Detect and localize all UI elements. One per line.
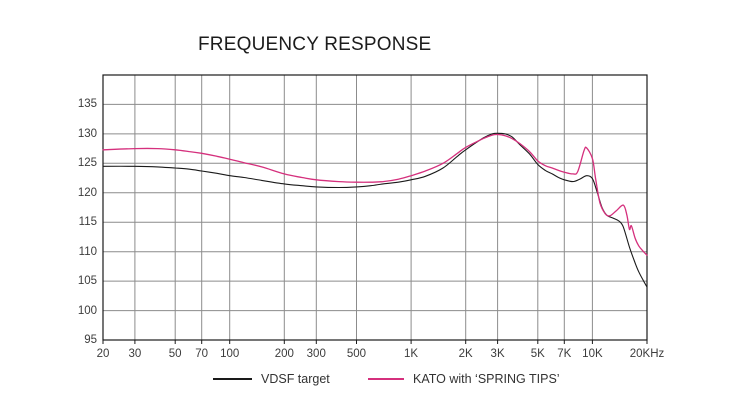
y-axis-tick-label: 105 <box>77 275 97 288</box>
plot-border <box>102 74 648 341</box>
x-axis-tick-label: 50 <box>168 348 182 360</box>
legend: VDSF target KATO with ‘SPRING TIPS’ <box>0 370 750 388</box>
x-axis-tick-label: 5K <box>530 348 545 360</box>
x-axis-tick-label: 1K <box>404 348 419 360</box>
y-axis-tick-label: 125 <box>77 157 97 170</box>
legend-item-vdsf-target: VDSF target <box>213 370 330 388</box>
x-axis-tick-label: 300 <box>306 348 326 360</box>
y-axis-tick-label: 110 <box>78 245 97 258</box>
y-axis-tick-label: 95 <box>84 334 97 346</box>
chart-title: FREQUENCY RESPONSE <box>198 34 432 55</box>
x-axis-tick-label: 100 <box>220 348 240 360</box>
x-axis-tick-label: 7K <box>557 348 572 360</box>
x-axis-tick-label: 70 <box>195 348 209 360</box>
y-axis-tick-label: 120 <box>77 186 97 199</box>
y-axis-tick-label: 135 <box>77 98 97 111</box>
series-line-kato-with-spring-tips <box>102 133 648 256</box>
series-line-vdsf-target <box>102 132 648 288</box>
x-axis-tick-label: 2K <box>458 348 473 360</box>
y-axis-tick-label: 100 <box>77 304 97 317</box>
legend-label-kato-spring-tips: KATO with ‘SPRING TIPS’ <box>413 372 560 386</box>
x-axis-tick-label: 10K <box>582 348 603 360</box>
x-axis-tick-label: 20 <box>96 348 110 360</box>
y-axis-tick-label: 115 <box>78 216 97 229</box>
x-axis-tick-label: 3K <box>490 348 505 360</box>
y-axis-tick-label: 130 <box>77 127 97 140</box>
legend-label-vdsf-target: VDSF target <box>261 372 330 386</box>
kato-line-swatch <box>368 378 404 380</box>
x-axis-tick-label: 500 <box>346 348 367 360</box>
legend-item-kato-spring-tips: KATO with ‘SPRING TIPS’ <box>368 370 560 388</box>
vdsf-target-line-swatch <box>213 378 252 380</box>
x-axis-tick-label: 20KHz <box>629 348 665 360</box>
x-axis-tick-label: 200 <box>274 348 294 360</box>
x-axis-tick-label: 30 <box>128 348 142 360</box>
